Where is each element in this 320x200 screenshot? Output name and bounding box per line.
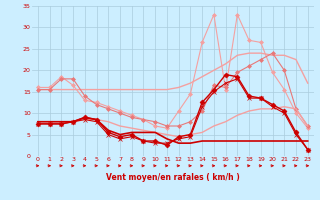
X-axis label: Vent moyen/en rafales ( km/h ): Vent moyen/en rafales ( km/h ) bbox=[106, 174, 240, 182]
